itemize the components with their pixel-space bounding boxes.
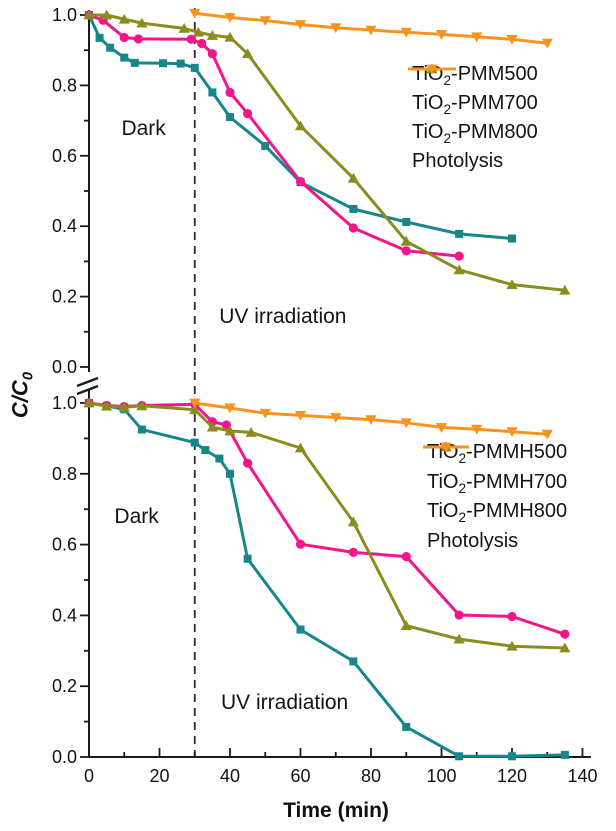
legend-top: TiO2-PMM500 TiO2-PMM700 TiO2-PMM800 Photoly…	[408, 61, 538, 177]
y-tick-label: 0.6	[52, 146, 77, 166]
legend-label: TiO2-PMMH700	[427, 471, 567, 496]
legend-label-pre: TiO	[427, 470, 459, 493]
legend-label-post: -PMM500	[451, 62, 538, 85]
x-axis-title: Time (min)	[283, 799, 389, 822]
y-axis-title-main: C/C	[7, 380, 33, 419]
legend-marker-triangle-down-icon	[408, 64, 456, 74]
legend-label-post: -PMM700	[451, 91, 538, 114]
y-tick-label: 0.4	[52, 216, 77, 236]
legend-label-sub: 2	[443, 101, 452, 117]
y-tick-label: 0.2	[52, 287, 77, 307]
annotation-uv-irradiation: UV irradiation	[221, 691, 349, 715]
legend-label-sub: 2	[443, 130, 452, 146]
x-tick-label: 20	[149, 766, 169, 786]
annotation-uv-irradiation: UV irradiation	[219, 305, 347, 329]
x-tick-label: 140	[567, 766, 597, 786]
legend-item: TiO2-PMMH800	[423, 441, 567, 528]
axis-break-symbol	[76, 376, 99, 396]
series-TiO2-PMM500	[85, 11, 516, 243]
y-tick-label: 0.0	[52, 747, 77, 767]
legend-label: TiO2-PMMH800	[427, 500, 567, 525]
x-tick-label: 40	[220, 766, 240, 786]
legend-label-post: -PMMH500	[466, 440, 568, 463]
series-TiO2-PMM800	[83, 9, 571, 295]
y-tick-label: 0.2	[52, 676, 77, 696]
legend-item: Photolysis	[423, 442, 567, 558]
legend-label-sub: 2	[458, 510, 467, 526]
x-tick-label: 120	[497, 766, 527, 786]
legend-label-pre: TiO	[412, 91, 444, 114]
y-tick-label: 0.4	[52, 605, 77, 625]
y-axis-title-sub: 0	[19, 371, 37, 381]
legend-label-pre: TiO	[412, 120, 444, 143]
legend-bottom: TiO2-PMMH500 TiO2-PMMH700 TiO2-PMMH800 Phot…	[423, 439, 567, 558]
legend-marker-triangle-down-icon	[423, 442, 469, 452]
y-axis-title: C/C0	[7, 372, 36, 418]
x-tick-label: 0	[84, 766, 94, 786]
series-Photolysis	[189, 398, 553, 440]
x-tick-label: 60	[290, 766, 310, 786]
legend-item: TiO2-PMM800	[408, 63, 538, 148]
legend-item: TiO2-PMM700	[408, 63, 538, 119]
legend-label-sub: 2	[443, 72, 452, 88]
y-tick-label: 1.0	[52, 393, 77, 413]
legend-label-sub: 2	[458, 450, 467, 466]
annotation-dark: Dark	[121, 117, 166, 141]
series-TiO2-PMM700	[84, 10, 464, 261]
series-Photolysis	[189, 8, 553, 49]
series-TiO2-PMMH800	[83, 397, 571, 653]
legend-label: Photolysis	[427, 530, 518, 555]
legend-label-post: -PMM800	[451, 120, 538, 143]
x-tick-label: 100	[426, 766, 456, 786]
legend-label-sub: 2	[458, 480, 467, 496]
legend-label: TiO2-PMM800	[412, 121, 538, 146]
legend-label: TiO2-PMM700	[412, 92, 538, 117]
series-line	[87, 401, 567, 650]
y-tick-label: 1.0	[52, 5, 77, 25]
legend-item: TiO2-PMMH700	[423, 441, 567, 498]
y-tick-label: 0.0	[52, 357, 77, 377]
legend-item: Photolysis	[408, 64, 538, 177]
y-tick-label: 0.6	[52, 535, 77, 555]
y-tick-label: 0.8	[52, 75, 77, 95]
tick-marks	[80, 14, 584, 758]
legend-label-post: -PMMH800	[466, 500, 568, 523]
series-line	[87, 13, 514, 240]
legend-label-post: -PMMH700	[466, 470, 568, 493]
legend-label-post: Photolysis	[427, 529, 519, 552]
annotation-dark: Dark	[114, 504, 159, 528]
legend-label-post: Photolysis	[412, 149, 504, 172]
legend-label-pre: TiO	[427, 500, 459, 523]
x-tick-label: 80	[361, 766, 381, 786]
legend-label: Photolysis	[412, 150, 503, 175]
y-tick-label: 0.8	[52, 464, 77, 484]
